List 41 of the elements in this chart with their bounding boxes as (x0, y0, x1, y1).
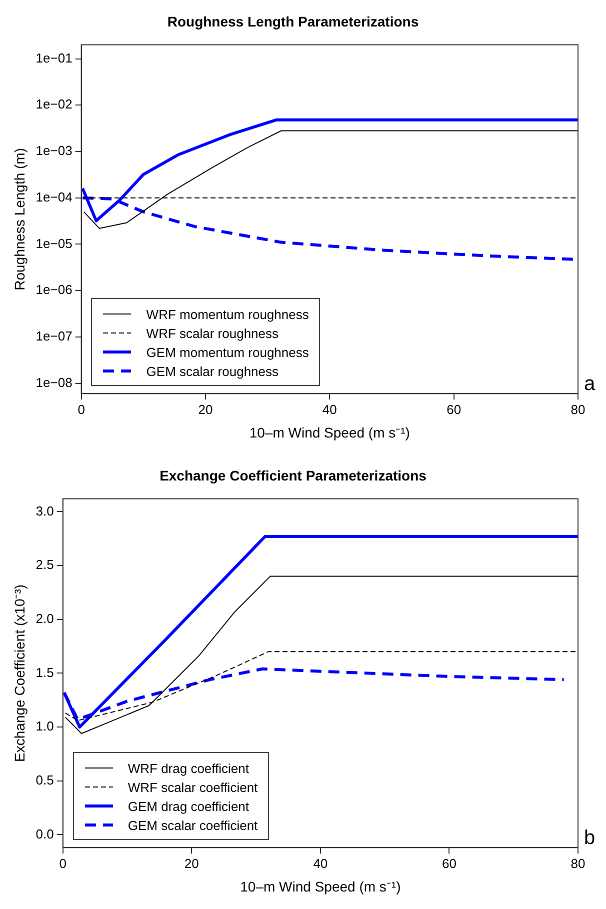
y-tick-label: 2.5 (36, 557, 54, 572)
y-axis-title: Exchange Coefficient (x10⁻³) (11, 584, 28, 762)
y-tick-label: 1e−05 (36, 236, 72, 251)
x-tick-label: 20 (198, 402, 213, 417)
text: a (584, 372, 596, 396)
legend-label: GEM drag coefficient (128, 798, 250, 814)
x-tick-label: 0 (78, 402, 85, 417)
y-tick-label: 1e−04 (36, 189, 72, 204)
x-tick-label: 20 (184, 856, 199, 871)
x-axis-title: 10–m Wind Speed (m s⁻¹) (249, 424, 410, 440)
chart-title: Roughness Length Parameterizations (167, 13, 419, 30)
legend-label: GEM scalar roughness (146, 364, 279, 379)
y-tick-label: 1.5 (36, 664, 54, 680)
y-axis-title: Roughness Length (m) (11, 148, 28, 290)
y-tick-label: 3.0 (36, 503, 54, 518)
y-tick-label: 2.0 (36, 610, 54, 626)
x-tick-label: 40 (313, 856, 328, 871)
legend-label: WRF momentum roughness (146, 306, 309, 322)
y-tick-label: 1e−01 (36, 50, 72, 66)
y-tick-label: 1e−07 (36, 328, 72, 344)
legend-label: WRF drag coefficient (128, 760, 249, 776)
legend-label: WRF scalar coefficient (128, 780, 258, 795)
x-tick-label: 40 (322, 402, 337, 417)
y-tick-label: 1e−02 (36, 96, 72, 112)
y-tick-label: 1.0 (36, 718, 54, 734)
x-axis-title: 10–m Wind Speed (m s⁻¹) (240, 878, 401, 894)
y-tick-label: 1e−06 (36, 282, 72, 298)
x-tick-label: 80 (570, 402, 586, 417)
legend-label: GEM scalar coefficient (128, 818, 258, 833)
legend-label: GEM momentum roughness (146, 344, 309, 360)
legend-label: WRF scalar roughness (146, 326, 279, 341)
text: b (584, 826, 596, 850)
y-tick-label: 1e−08 (36, 374, 72, 390)
x-tick-label: 60 (442, 856, 456, 871)
y-tick-label: 0.5 (36, 772, 54, 788)
chart-title: Exchange Coefficient Parameterizations (160, 467, 427, 484)
x-tick-label: 0 (59, 856, 66, 871)
y-tick-label: 0.0 (36, 826, 54, 842)
x-tick-label: 80 (570, 856, 586, 871)
x-tick-label: 60 (446, 402, 462, 417)
y-tick-label: 1e−03 (36, 143, 72, 158)
